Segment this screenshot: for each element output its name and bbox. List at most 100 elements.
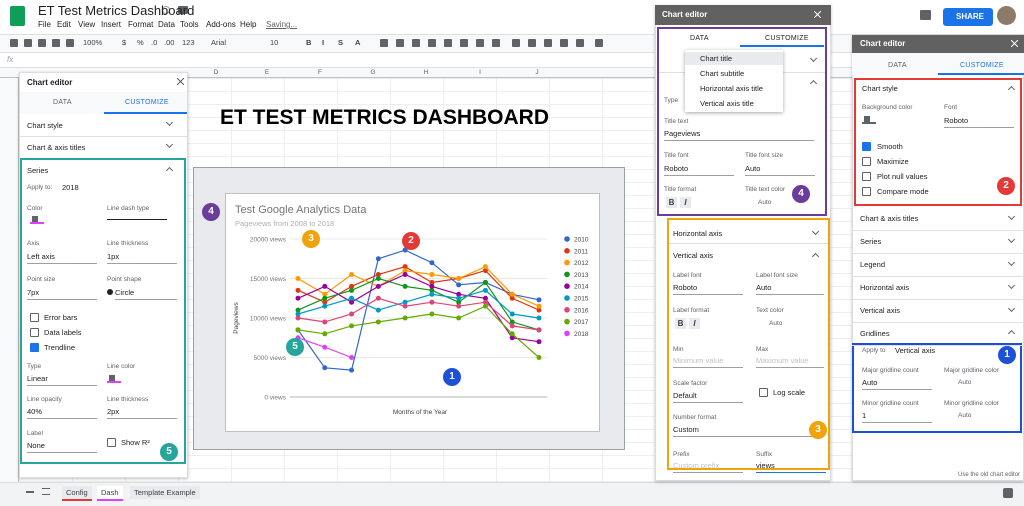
color-swatch[interactable] <box>30 214 44 224</box>
dropdown[interactable]: Roboto <box>673 283 743 295</box>
input[interactable]: Minimum value <box>673 356 743 368</box>
toolbar-icon[interactable] <box>576 39 584 47</box>
toolbar-item[interactable]: $ <box>122 38 127 47</box>
format-button[interactable]: I <box>689 318 700 329</box>
dropdown[interactable]: 1px <box>107 252 177 264</box>
toolbar-icon[interactable] <box>428 39 436 47</box>
toolbar-item[interactable]: A <box>355 38 361 47</box>
menu-option[interactable]: Chart title <box>700 54 733 63</box>
menu-option[interactable]: Vertical axis title <box>700 99 754 108</box>
section-header[interactable]: Chart style <box>862 84 898 93</box>
menu-item[interactable]: Insert <box>101 20 122 29</box>
dropdown[interactable]: Left axis <box>27 252 97 264</box>
folder-icon[interactable] <box>178 6 188 14</box>
checkbox[interactable] <box>862 142 871 151</box>
menu-item[interactable]: Data <box>158 20 175 29</box>
menu-option[interactable]: Horizontal axis title <box>700 84 763 93</box>
section-header[interactable]: Series <box>860 237 882 246</box>
dropdown[interactable]: Auto <box>745 164 815 176</box>
format-button[interactable]: B <box>675 318 686 329</box>
section-header[interactable]: Horizontal axis <box>860 283 910 292</box>
share-button[interactable] <box>943 8 993 26</box>
dropdown[interactable]: Auto <box>862 378 932 390</box>
toolbar-icon[interactable] <box>24 39 32 47</box>
dropdown[interactable]: Linear <box>27 374 97 386</box>
toolbar-icon[interactable] <box>476 39 484 47</box>
close-button[interactable] <box>1011 40 1018 47</box>
format-button[interactable]: I <box>680 197 691 208</box>
dropdown[interactable]: views <box>756 461 826 473</box>
checkbox-label[interactable]: Maximize <box>877 157 909 166</box>
checkbox-label[interactable]: Compare mode <box>877 187 929 196</box>
dropdown[interactable]: 1 <box>862 411 932 423</box>
toolbar-icon[interactable] <box>544 39 552 47</box>
section-header[interactable]: Vertical axis <box>673 251 714 260</box>
star-icon[interactable] <box>162 6 170 14</box>
sheets-logo[interactable] <box>10 6 25 26</box>
checkbox-label[interactable]: Show R² <box>121 438 150 447</box>
explore-icon[interactable] <box>1003 488 1013 498</box>
dropdown[interactable]: 2px <box>107 407 177 419</box>
toolbar-icon[interactable] <box>460 39 468 47</box>
toolbar-item[interactable]: S <box>338 38 344 47</box>
tab[interactable]: CUSTOMIZE <box>960 62 1004 69</box>
close-button[interactable] <box>814 11 821 18</box>
dropdown[interactable]: 7px <box>27 288 97 300</box>
menu-item[interactable]: File <box>38 20 51 29</box>
checkbox-label[interactable]: Log scale <box>773 388 806 397</box>
toolbar-icon[interactable] <box>444 39 452 47</box>
checkbox[interactable] <box>30 343 39 352</box>
dropdown[interactable]: Circle <box>115 288 177 300</box>
menu-item[interactable]: View <box>78 20 96 29</box>
dropdown[interactable]: 2018 <box>62 183 79 192</box>
chart[interactable]: Test Google Analytics Data Pageviews fro… <box>225 193 600 432</box>
section-header[interactable]: Horizontal axis <box>673 229 723 238</box>
checkbox[interactable] <box>30 328 39 337</box>
toolbar-item[interactable]: .0 <box>151 38 158 47</box>
checkbox-label[interactable]: Plot null values <box>877 172 928 181</box>
toolbar-icon[interactable] <box>528 39 536 47</box>
dropdown[interactable]: Roboto <box>944 116 1014 128</box>
tab[interactable]: CUSTOMIZE <box>765 35 809 42</box>
dropdown[interactable]: Roboto <box>664 164 734 176</box>
checkbox-label[interactable]: Data labels <box>44 328 82 337</box>
menu-item[interactable]: Help <box>240 20 257 29</box>
section-header[interactable]: Chart & axis titles <box>860 214 919 223</box>
toolbar-item[interactable]: I <box>322 38 325 47</box>
toolbar-item[interactable]: 10 <box>270 38 279 47</box>
toolbar-icon[interactable] <box>38 39 46 47</box>
tab[interactable]: DATA <box>690 35 709 42</box>
dropdown[interactable]: 40% <box>27 407 97 419</box>
comments-icon[interactable] <box>920 10 931 20</box>
checkbox-label[interactable]: Trendline <box>44 343 75 352</box>
dropdown[interactable]: None <box>27 441 97 453</box>
checkbox-label[interactable]: Smooth <box>877 142 903 151</box>
toolbar-icon[interactable] <box>10 39 18 47</box>
checkbox[interactable] <box>862 172 871 181</box>
input[interactable]: Custom prefix <box>673 461 743 473</box>
section-header[interactable]: Series <box>27 166 49 175</box>
toolbar-item[interactable]: .00 <box>164 38 175 47</box>
section-header[interactable]: Chart & axis titles <box>27 143 86 152</box>
dropdown[interactable]: Pageviews <box>664 129 814 141</box>
menu-item[interactable]: Format <box>128 20 154 29</box>
dropdown[interactable]: Custom <box>673 425 823 437</box>
toolbar-icon[interactable] <box>595 39 603 47</box>
checkbox[interactable] <box>107 438 116 447</box>
toolbar-icon[interactable] <box>512 39 520 47</box>
toolbar-item[interactable]: 100% <box>83 38 103 47</box>
toolbar-item[interactable]: 123 <box>182 38 195 47</box>
section-header[interactable]: Gridlines <box>860 329 890 338</box>
avatar[interactable] <box>997 6 1016 25</box>
share-label[interactable]: SHARE <box>956 12 985 21</box>
dropdown[interactable]: Vertical axis <box>895 346 936 355</box>
all-sheets-icon[interactable] <box>42 488 50 495</box>
checkbox[interactable] <box>759 388 768 397</box>
toolbar-icon[interactable] <box>492 39 500 47</box>
toolbar-icon[interactable] <box>66 39 74 47</box>
color-swatch[interactable] <box>107 373 121 383</box>
checkbox-label[interactable]: Error bars <box>44 313 78 322</box>
tab[interactable]: CUSTOMIZE <box>125 99 169 106</box>
menu-item[interactable]: Edit <box>57 20 71 29</box>
checkbox[interactable] <box>862 157 871 166</box>
